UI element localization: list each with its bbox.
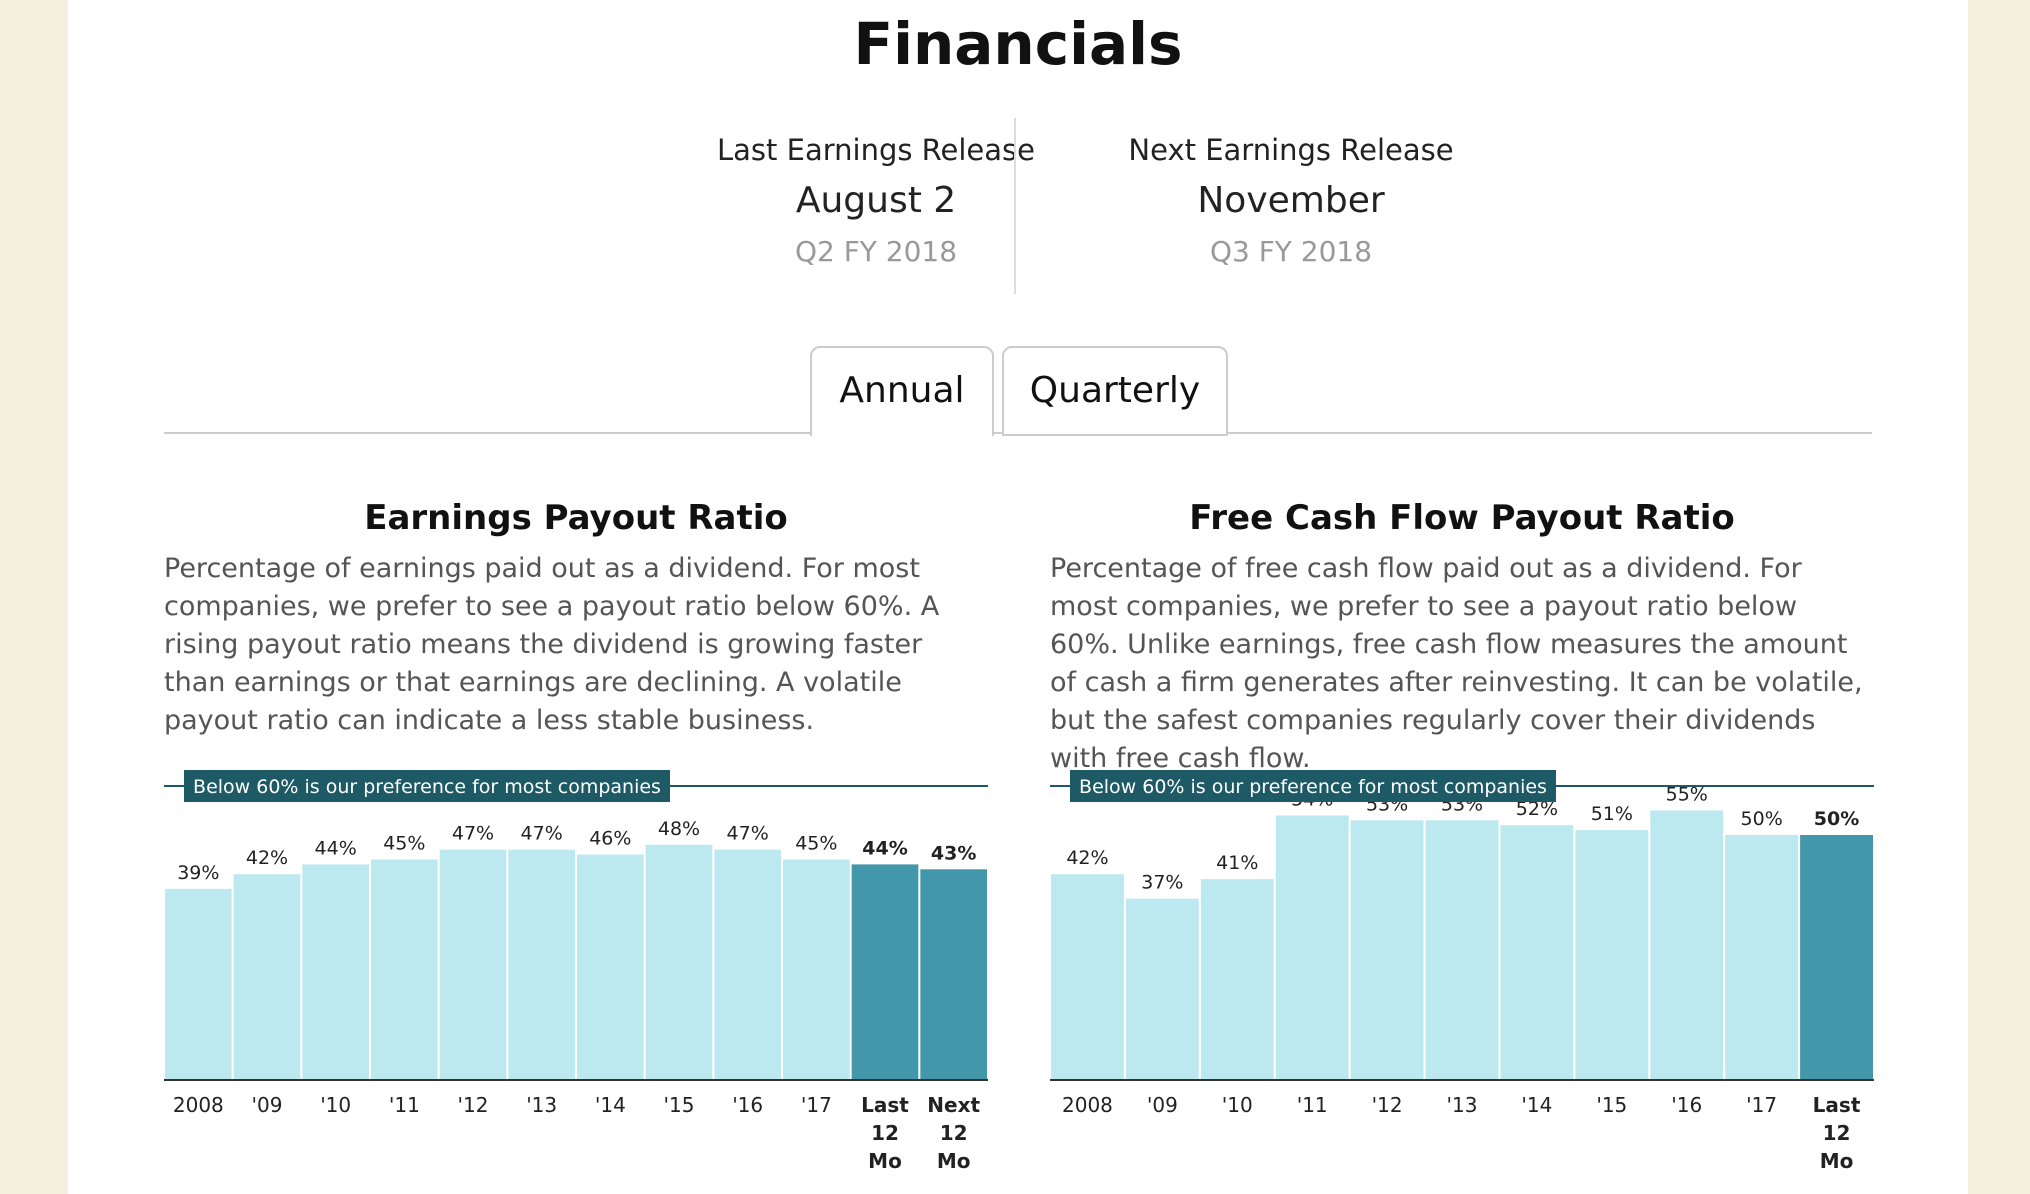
x-tick-label: '10 [320, 1093, 351, 1117]
last-release-label: Last Earnings Release [717, 133, 1035, 167]
x-tick-label: '13 [526, 1093, 557, 1117]
bar-value-label: 47% [727, 823, 769, 845]
x-tick-label: '13 [1447, 1093, 1478, 1117]
bar [1200, 879, 1274, 1080]
x-tick-label: '11 [1297, 1093, 1328, 1117]
x-tick-label: '10 [1222, 1093, 1253, 1117]
next-release-date: November [1197, 180, 1385, 221]
bar [508, 849, 575, 1080]
x-tick-label: 2008 [1062, 1093, 1113, 1117]
bar [1051, 874, 1124, 1080]
x-tick-label: '17 [801, 1093, 832, 1117]
x-tick-label: '12 [1372, 1093, 1403, 1117]
bar-value-label: 42% [1066, 847, 1108, 869]
earnings-payout-chart: 39% 42% 44% 45% 47% 47% 46% 48% 47% 45% 44% 43% 2008… [164, 770, 988, 1173]
bar [439, 849, 507, 1080]
financials-panel: Financials Last Earnings Release August … [68, 0, 1968, 1194]
x-tick-label: '14 [595, 1093, 626, 1117]
bar-value-label: 44% [862, 837, 907, 859]
bar [1425, 820, 1499, 1080]
bar [1500, 825, 1574, 1080]
bar-value-label: 46% [589, 828, 631, 850]
bar [577, 854, 644, 1080]
bar [783, 859, 850, 1080]
bar-value-label: 37% [1141, 872, 1183, 894]
tab-quarterly[interactable]: Quarterly [1002, 346, 1228, 436]
release-divider [1014, 118, 1016, 294]
bar-value-label: 51% [1591, 803, 1633, 825]
chart-title: Free Cash Flow Payout Ratio [1189, 498, 1735, 538]
fcf-payout-chart: 42%37%41%54%53%53%52%51%55%50%50%2008'09… [1050, 770, 1874, 1173]
bar [302, 864, 369, 1080]
next-earnings-release: Next Earnings Release November Q3 FY 201… [1081, 130, 1501, 276]
fcf-payout-section: Free Cash Flow Payout Ratio Percentage o… [1050, 490, 1874, 778]
last-release-period: Q2 FY 2018 [794, 235, 958, 268]
bar-value-label: 45% [795, 833, 837, 855]
bar [645, 844, 713, 1080]
bar-value-label: 55% [1666, 784, 1708, 806]
x-tick-label: 2008 [173, 1093, 224, 1117]
bar [233, 874, 301, 1080]
bar-value-label: 39% [177, 862, 219, 884]
bar [920, 869, 987, 1080]
threshold-badge-label: Below 60% is our preference for most com… [1079, 776, 1547, 798]
x-tick-label: '15 [1596, 1093, 1627, 1117]
x-tick-label: '12 [458, 1093, 489, 1117]
next-release-period: Q3 FY 2018 [1209, 235, 1373, 268]
bar [1725, 835, 1799, 1080]
bar [371, 859, 438, 1080]
bar [851, 864, 919, 1080]
x-tick-label: '16 [732, 1093, 763, 1117]
page-title: Financials [853, 10, 1183, 78]
x-tick-label: '15 [664, 1093, 695, 1117]
next-release-label: Next Earnings Release [1128, 133, 1454, 167]
threshold-badge-label: Below 60% is our preference for most com… [193, 776, 661, 798]
x-tick-label: '17 [1746, 1093, 1777, 1117]
x-tick-label: Next 12 Mo [927, 1093, 980, 1173]
bar-value-label: 47% [452, 823, 494, 845]
bar-value-label: 47% [521, 823, 563, 845]
chart-description: Percentage of free cash flow paid out as… [1050, 553, 1863, 774]
bar-value-label: 43% [931, 842, 976, 864]
threshold-badge [184, 770, 670, 802]
bar-value-label: 50% [1741, 808, 1783, 830]
x-tick-label: Last 12 Mo [1813, 1093, 1861, 1173]
x-tick-label: '09 [252, 1093, 283, 1117]
bar [1275, 815, 1349, 1080]
earnings-payout-section: Earnings Payout Ratio Percentage of earn… [164, 490, 988, 740]
x-tick-label: '09 [1147, 1093, 1178, 1117]
x-tick-label: '11 [389, 1093, 420, 1117]
last-release-date: August 2 [795, 180, 957, 221]
bar [1125, 898, 1199, 1080]
threshold-badge [1070, 770, 1556, 802]
tab-annual[interactable]: Annual [810, 346, 994, 436]
x-tick-label: '14 [1521, 1093, 1552, 1117]
bar [165, 888, 232, 1080]
bar [714, 849, 781, 1080]
bar-value-label: 42% [246, 847, 288, 869]
chart-description: Percentage of earnings paid out as a div… [164, 553, 940, 736]
bar [1350, 820, 1424, 1080]
chart-title: Earnings Payout Ratio [364, 498, 788, 538]
x-tick-label: '16 [1671, 1093, 1702, 1117]
bar-value-label: 41% [1216, 852, 1258, 874]
x-tick-label: Last 12 Mo [861, 1093, 909, 1173]
bar [1800, 835, 1873, 1080]
bar-value-label: 50% [1814, 808, 1859, 830]
bar-value-label: 48% [658, 818, 700, 840]
bar [1575, 830, 1649, 1080]
bar [1650, 810, 1724, 1080]
last-earnings-release: Last Earnings Release August 2 Q2 FY 201… [666, 130, 1086, 276]
bar-value-label: 44% [315, 837, 357, 859]
bar-value-label: 52% [1516, 798, 1558, 820]
bar-value-label: 45% [383, 833, 425, 855]
